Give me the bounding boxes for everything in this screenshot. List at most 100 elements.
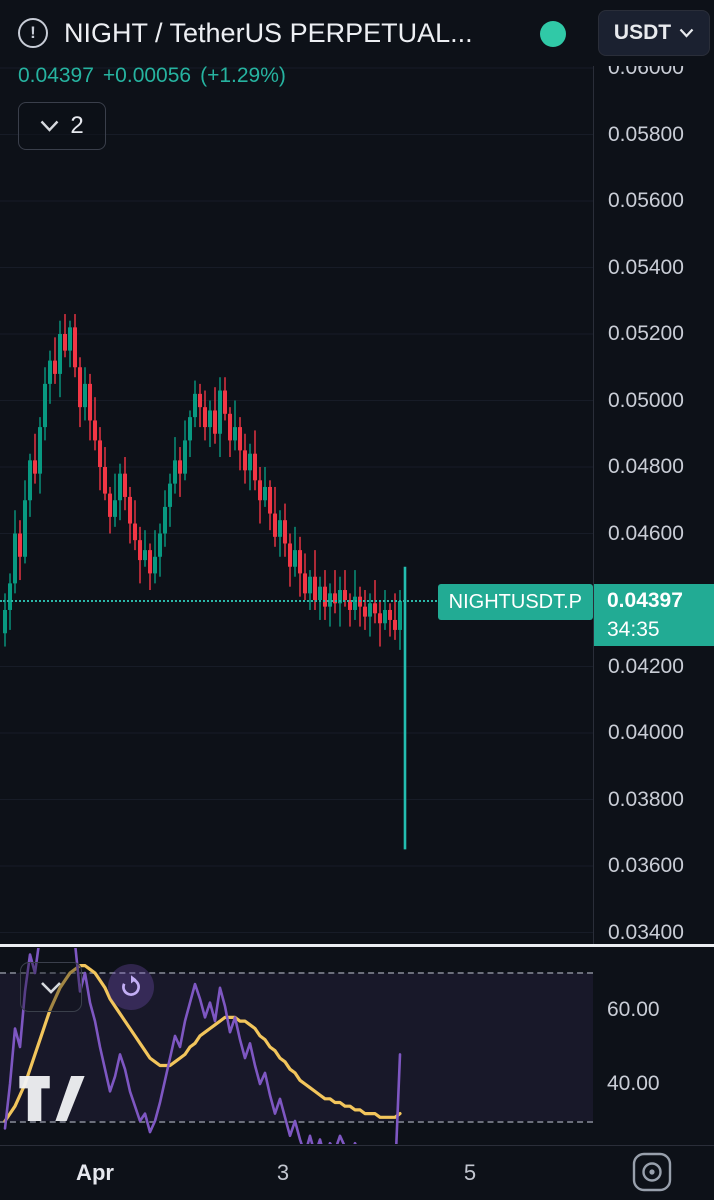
scale-settings-button[interactable]: [629, 1149, 675, 1195]
current-price-line: [0, 600, 593, 602]
candle-body: [88, 383, 92, 421]
candle-body: [378, 613, 382, 624]
candle-body: [393, 619, 397, 630]
candle-body: [238, 427, 242, 451]
candle-body: [43, 383, 47, 428]
candle-body: [73, 327, 77, 368]
candle-body: [38, 427, 42, 474]
candle-body: [248, 453, 252, 471]
candle-body: [68, 327, 72, 351]
candle-body: [288, 543, 292, 567]
candle-body: [118, 473, 122, 501]
candle-body: [318, 586, 322, 600]
candle-body: [213, 410, 217, 434]
candle-body: [338, 590, 342, 604]
timeframe-button[interactable]: 2: [18, 102, 106, 150]
candle-body: [383, 609, 387, 624]
candle-body: [53, 360, 57, 374]
candle-body: [183, 440, 187, 474]
candle-body: [188, 417, 192, 441]
candle-body: [323, 586, 327, 607]
candle-body: [3, 609, 7, 634]
market-status-dot: [540, 21, 566, 47]
candle-body: [203, 407, 207, 428]
candle-body: [253, 453, 257, 481]
rsi-indicator-chart[interactable]: [0, 948, 593, 1144]
currency-label: USDT: [613, 21, 672, 44]
time-axis-label: 5: [463, 1160, 477, 1185]
candle-body: [228, 413, 232, 441]
candle-body: [93, 420, 97, 441]
price-axis-label: 0.04800: [608, 455, 684, 478]
chevron-down-icon: [41, 981, 61, 994]
candle-body: [153, 556, 157, 574]
candle-body: [23, 500, 27, 557]
pane-separator[interactable]: [0, 944, 714, 947]
candle-body: [283, 520, 287, 544]
candle-body: [398, 600, 402, 630]
price-axis-label: 0.03800: [608, 787, 684, 811]
indicator-axis-label: 60.00: [607, 998, 660, 1021]
candle-body: [133, 523, 137, 541]
price-axis-label: 0.04600: [608, 521, 684, 545]
candle-body: [123, 473, 127, 497]
price-line-symbol-label[interactable]: NIGHTUSDT.P: [437, 584, 593, 620]
timeframe-label: 2: [70, 112, 84, 139]
currency-dropdown[interactable]: USDT: [598, 10, 710, 56]
chevron-down-icon: [40, 120, 59, 132]
bar-countdown: 34:35: [607, 618, 660, 641]
candle-body: [13, 533, 17, 584]
candle-body: [303, 573, 307, 594]
candle-body: [343, 590, 347, 600]
current-price-tag[interactable]: 0.04397 34:35: [594, 584, 714, 646]
symbol-label-text: NIGHTUSDT.P: [448, 590, 582, 613]
header: ! NIGHT / TetherUS PERPETUAL... USDT: [0, 0, 714, 66]
candle-body: [388, 609, 392, 620]
candle-body: [273, 513, 277, 537]
indicator-collapse-button[interactable]: [20, 962, 82, 1012]
candle-body: [373, 603, 377, 614]
candle-body: [98, 440, 102, 467]
price-axis-label: 0.05200: [608, 322, 684, 345]
indicator-reload-button[interactable]: [108, 964, 154, 1010]
indicator-line-rsi-ma: [3, 964, 402, 1123]
candle-body: [328, 593, 332, 607]
candle-body: [58, 334, 62, 374]
refresh-icon: [122, 975, 140, 996]
price-axis-label: 0.05000: [608, 388, 684, 412]
candle-body: [178, 460, 182, 474]
price-row: 0.04397 +0.00056 (+1.29%): [18, 64, 286, 88]
candle-body: [173, 460, 177, 484]
candle-body: [48, 360, 52, 384]
candle-body: [63, 334, 67, 351]
symbol-info-icon[interactable]: !: [18, 18, 48, 48]
candle-body: [148, 550, 152, 574]
candle-body: [8, 583, 12, 610]
candle-body: [168, 483, 172, 507]
time-axis[interactable]: Apr 3 5: [0, 1145, 714, 1200]
gear-settings-icon: [632, 1152, 672, 1192]
candle-body: [78, 367, 82, 408]
candle-body: [243, 450, 247, 471]
last-price: 0.04397: [18, 64, 94, 87]
candle-body: [128, 496, 132, 524]
candle-body: [138, 540, 142, 561]
price-change: +0.00056: [102, 64, 192, 87]
candle-body: [278, 520, 282, 537]
candle-body: [33, 460, 37, 474]
candle-body: [218, 390, 222, 434]
candle-body: [233, 427, 237, 441]
candle-body: [103, 467, 107, 494]
price-axis-label: 0.05400: [608, 255, 684, 279]
candle-body: [163, 506, 167, 534]
rsi-upper-band-line: [0, 972, 593, 974]
tradingview-logo[interactable]: [16, 1066, 88, 1122]
candle-body: [83, 383, 87, 408]
symbol-title[interactable]: NIGHT / TetherUS PERPETUAL...: [64, 18, 473, 48]
time-axis-label: Apr: [76, 1160, 114, 1185]
price-axis[interactable]: 0.06000 0.05800 0.05600 0.05400 0.05200 0.050…: [593, 0, 714, 945]
candle-body: [268, 486, 272, 514]
candle-body: [298, 550, 302, 574]
candlestick-chart[interactable]: [0, 0, 593, 948]
